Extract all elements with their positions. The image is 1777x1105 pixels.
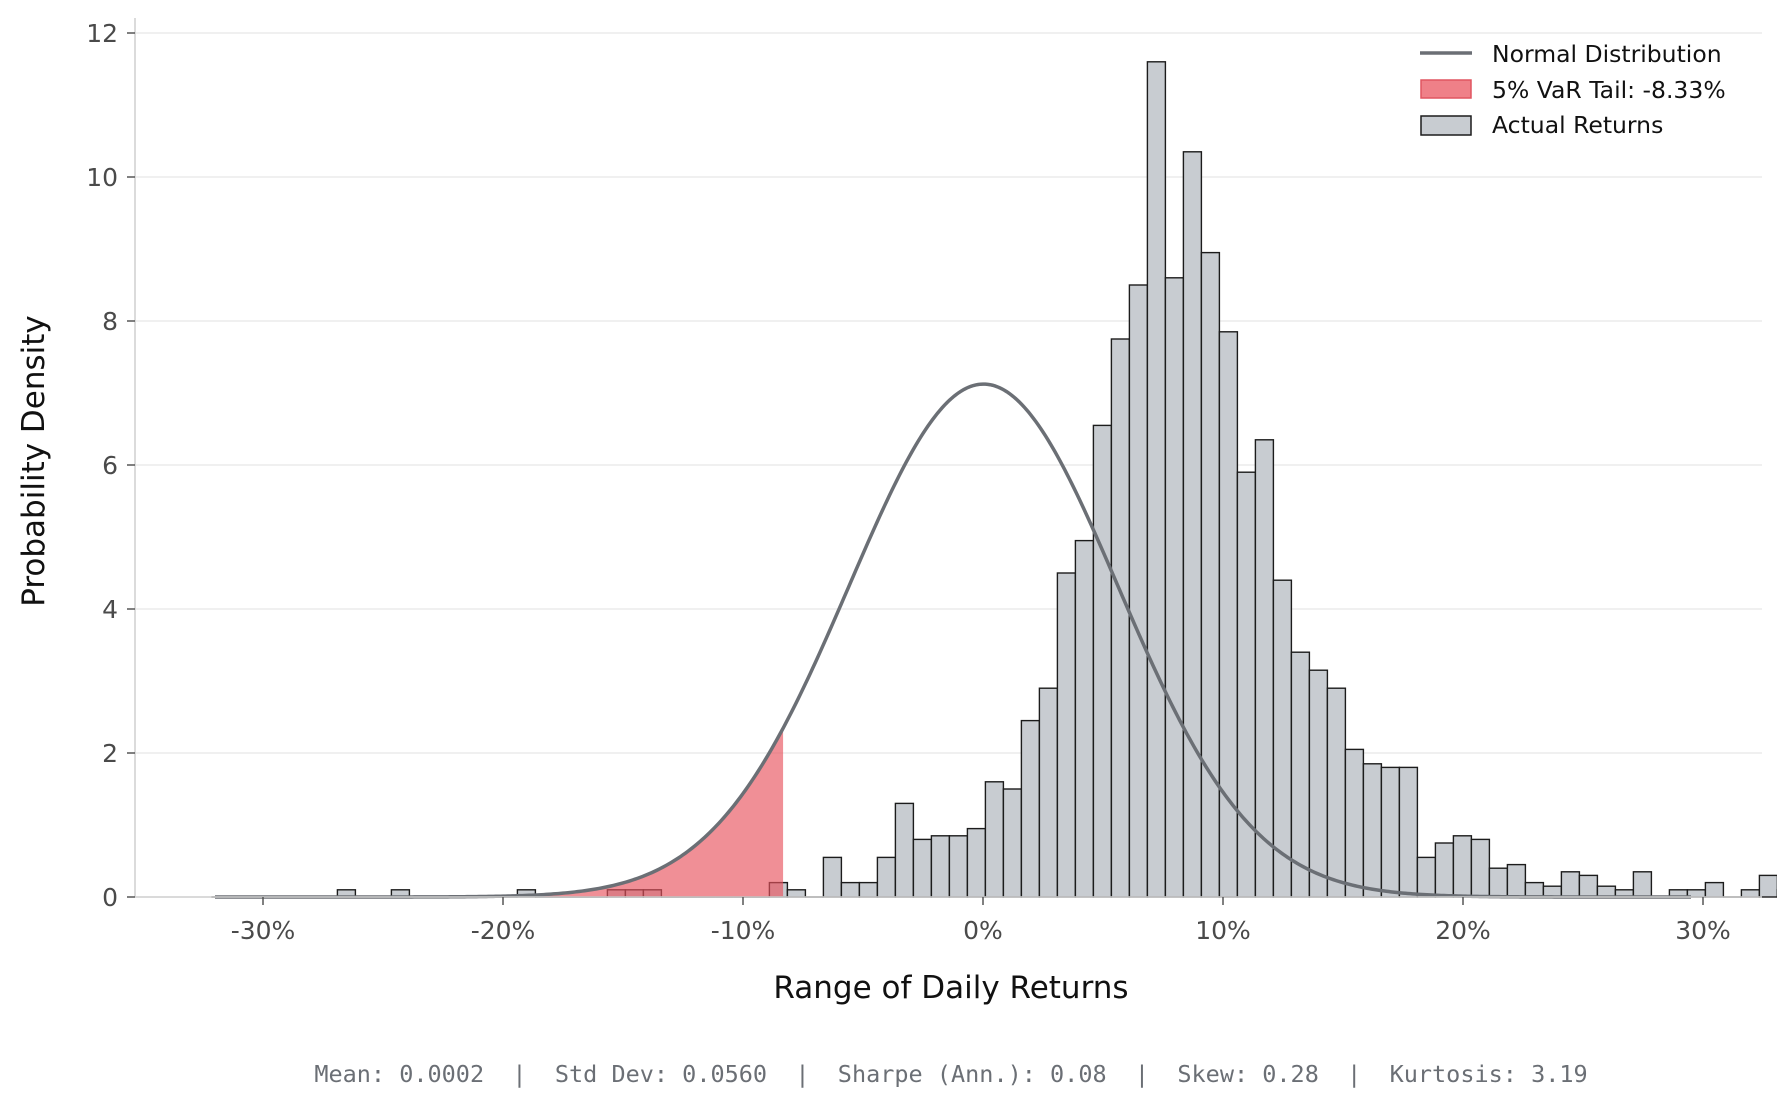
histogram-bar bbox=[1146, 61, 1167, 898]
histogram-bar bbox=[1470, 838, 1491, 898]
legend: Normal Distribution 5% VaR Tail: -8.33% … bbox=[1420, 40, 1726, 139]
histogram-bar bbox=[1362, 763, 1383, 898]
var-tail-area bbox=[215, 728, 784, 897]
histogram-bar bbox=[1020, 719, 1041, 898]
histogram-bar bbox=[948, 835, 969, 898]
histogram-bar bbox=[1182, 151, 1203, 898]
histogram-bar bbox=[1218, 331, 1239, 898]
histogram-bar bbox=[1074, 539, 1095, 898]
histogram-bar bbox=[1740, 889, 1761, 898]
histogram-bar bbox=[1236, 471, 1257, 898]
histogram-bar bbox=[822, 856, 843, 898]
histogram-bar bbox=[1578, 874, 1599, 898]
y-tick-label: 12 bbox=[86, 19, 118, 48]
histogram-bar bbox=[876, 856, 897, 898]
histogram-bar bbox=[1164, 277, 1185, 898]
y-axis-ticks: 0 2 4 6 8 10 12 bbox=[86, 19, 135, 912]
histogram-bar bbox=[1416, 856, 1437, 898]
histogram-bar bbox=[930, 835, 951, 898]
histogram-bar bbox=[1200, 251, 1221, 898]
x-tick-label: 20% bbox=[1435, 916, 1491, 945]
legend-label-var: 5% VaR Tail: -8.33% bbox=[1492, 76, 1726, 104]
histogram-bar bbox=[1488, 867, 1509, 898]
histogram-bar bbox=[984, 781, 1005, 898]
histogram-bar bbox=[1344, 748, 1365, 898]
histogram-bar bbox=[1056, 572, 1077, 898]
histogram-bar bbox=[1758, 874, 1777, 898]
histogram-bar bbox=[1002, 788, 1023, 898]
histogram-bar bbox=[1560, 871, 1581, 898]
histogram-bar bbox=[1506, 863, 1527, 898]
x-tick-label: 10% bbox=[1195, 916, 1251, 945]
y-tick-label: 4 bbox=[102, 595, 118, 624]
x-tick-label: 30% bbox=[1675, 916, 1731, 945]
histogram-bar bbox=[1308, 669, 1329, 898]
histogram-bar bbox=[1434, 842, 1455, 898]
legend-label-normal: Normal Distribution bbox=[1492, 40, 1722, 68]
histogram-bar bbox=[1128, 284, 1149, 898]
histogram-bar bbox=[1452, 835, 1473, 898]
histogram-bar bbox=[1380, 766, 1401, 898]
histogram-bar bbox=[1524, 881, 1545, 898]
y-tick-label: 10 bbox=[86, 163, 118, 192]
y-tick-label: 2 bbox=[102, 739, 118, 768]
x-axis-title: Range of Daily Returns bbox=[773, 970, 1128, 1006]
histogram-bar bbox=[1092, 424, 1113, 898]
histogram-bar bbox=[1326, 687, 1347, 898]
legend-returns-swatch bbox=[1420, 115, 1472, 136]
histogram-bar bbox=[1110, 338, 1131, 898]
x-tick-label: 0% bbox=[963, 916, 1003, 945]
legend-label-returns: Actual Returns bbox=[1492, 111, 1663, 139]
y-tick-label: 0 bbox=[102, 883, 118, 912]
histogram-bar bbox=[840, 881, 861, 898]
y-tick-label: 8 bbox=[102, 307, 118, 336]
histogram-bar bbox=[1254, 439, 1275, 898]
histogram-bar bbox=[912, 838, 933, 898]
x-tick-label: -30% bbox=[231, 916, 296, 945]
histogram-bar bbox=[1398, 766, 1419, 898]
histogram-bar bbox=[894, 802, 915, 898]
x-tick-label: -20% bbox=[471, 916, 536, 945]
y-axis-title: Probability Density bbox=[16, 315, 52, 607]
histogram-bar bbox=[786, 889, 807, 898]
histogram-bar bbox=[1038, 687, 1059, 898]
x-tick-label: -10% bbox=[711, 916, 776, 945]
y-tick-label: 6 bbox=[102, 451, 118, 480]
histogram-bar bbox=[858, 881, 879, 898]
x-axis-ticks: -30% -20% -10% 0% 10% 20% 30% bbox=[231, 897, 1731, 945]
summary-stats: Mean: 0.0002 | Std Dev: 0.0560 | Sharpe … bbox=[314, 1060, 1587, 1088]
axes bbox=[134, 18, 1762, 898]
histogram-bar bbox=[1704, 881, 1725, 898]
legend-var-swatch bbox=[1420, 79, 1472, 99]
histogram-bar bbox=[1632, 871, 1653, 898]
histogram-bar bbox=[966, 827, 987, 898]
